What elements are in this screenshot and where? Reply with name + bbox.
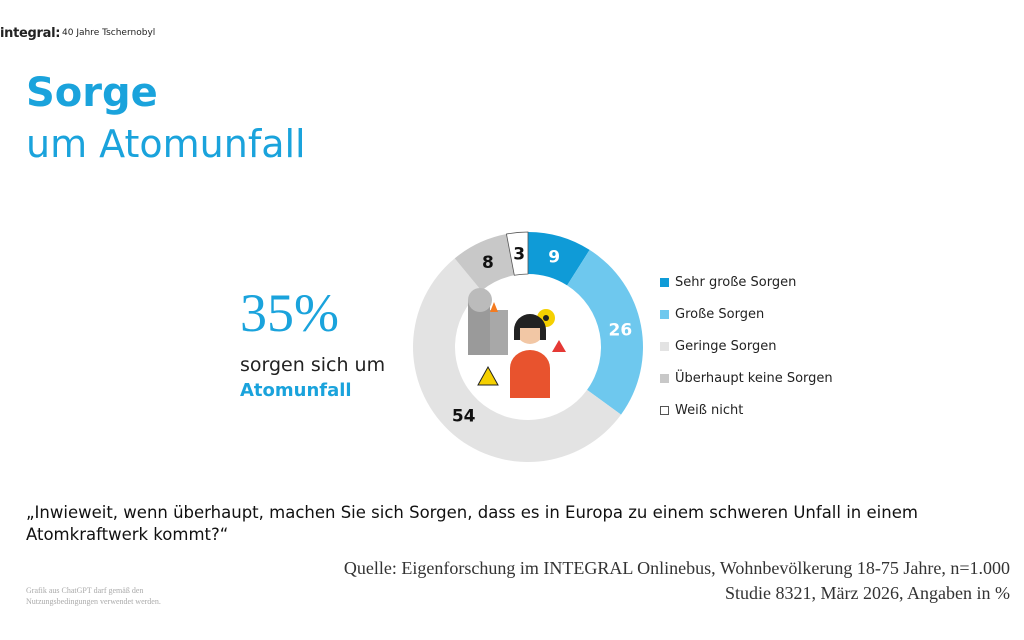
- data-label: 26: [608, 320, 632, 340]
- donut-slice: [505, 231, 529, 276]
- worried-person-illustration: [468, 288, 566, 398]
- legend-label: Große Sorgen: [675, 306, 765, 322]
- data-label: 3: [513, 244, 525, 264]
- data-label: 54: [452, 407, 476, 427]
- data-label: 9: [548, 248, 560, 268]
- highlight-text: sorgen sich um: [240, 354, 386, 376]
- legend-item: Geringe Sorgen: [660, 330, 833, 362]
- legend-item: Weiß nicht: [660, 394, 833, 426]
- legend-swatch: [660, 405, 669, 415]
- legend-label: Überhaupt keine Sorgen: [675, 370, 833, 386]
- topic-label: 40 Jahre Tschernobyl: [62, 28, 156, 38]
- donut-slice: [528, 232, 590, 286]
- highlight-value: 35%: [240, 283, 339, 343]
- page-subtitle: um Atomunfall: [26, 122, 306, 166]
- note-line-2: Nutzungsbedingungen verwendet werden.: [26, 597, 161, 606]
- highlight-accent: Atomunfall: [240, 380, 352, 401]
- legend-swatch: [660, 309, 669, 319]
- legend-item: Überhaupt keine Sorgen: [660, 362, 833, 394]
- source: Quelle: Eigenforschung im INTEGRAL Onlin…: [344, 556, 1010, 606]
- legend-item: Sehr große Sorgen: [660, 266, 833, 298]
- logo: integral:: [0, 26, 61, 41]
- donut-slice: [567, 249, 643, 415]
- legend-label: Weiß nicht: [675, 402, 744, 418]
- source-line-2: Studie 8321, März 2026, Angaben in %: [725, 583, 1010, 603]
- legend-item: Große Sorgen: [660, 298, 833, 330]
- image-note: Grafik aus ChatGPT darf gemäß den Nutzun…: [26, 585, 161, 607]
- donut-slice: [412, 258, 622, 463]
- legend-swatch: [660, 277, 669, 287]
- legend-label: Geringe Sorgen: [675, 338, 777, 354]
- legend-label: Sehr große Sorgen: [675, 274, 797, 290]
- data-label: 8: [482, 253, 494, 273]
- source-line-1: Quelle: Eigenforschung im INTEGRAL Onlin…: [343, 558, 1010, 578]
- legend-swatch: [660, 341, 669, 351]
- page-title: Sorge: [26, 70, 158, 116]
- survey-question: „Inwieweit, wenn überhaupt, machen Sie s…: [26, 503, 918, 544]
- note-line-1: Grafik aus ChatGPT darf gemäß den: [26, 586, 144, 595]
- legend: Sehr große Sorgen Große Sorgen Geringe Sor…: [660, 266, 833, 426]
- donut-slice: [454, 234, 515, 291]
- legend-swatch: [660, 373, 669, 383]
